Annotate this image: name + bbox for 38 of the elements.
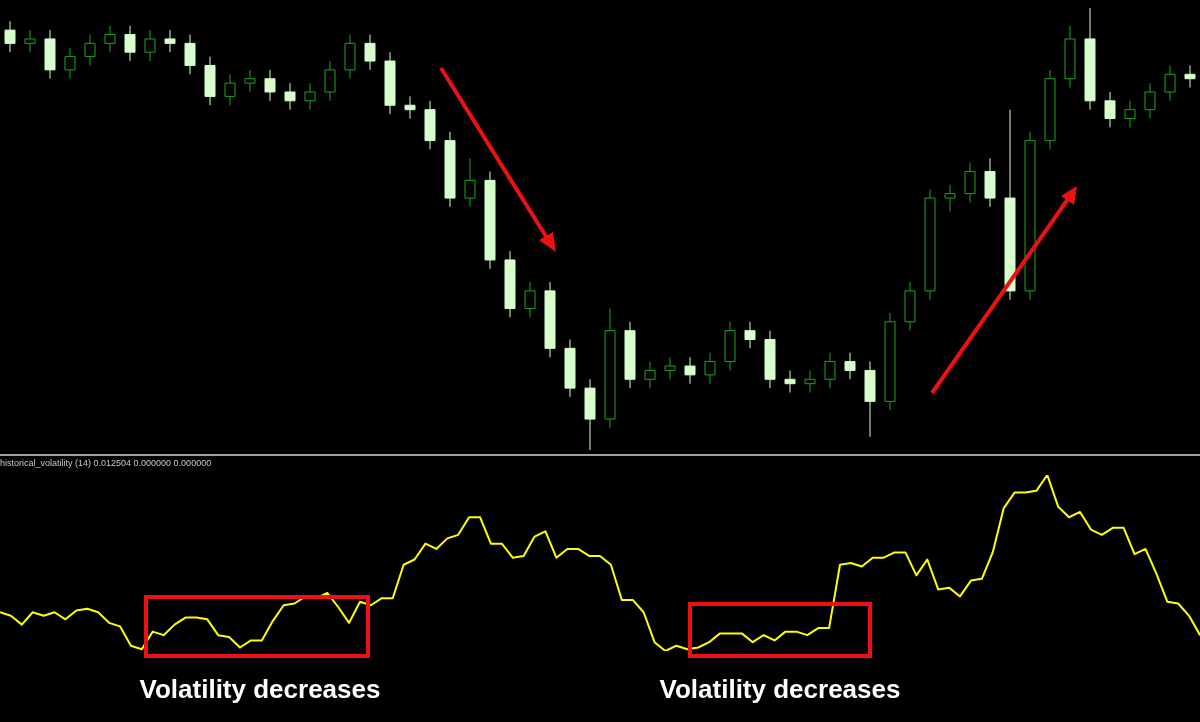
candlestick <box>304 82 316 111</box>
candlestick <box>284 82 296 111</box>
candlestick <box>24 29 36 53</box>
text: historical_volatility (14) 0.012504 0.000000 0.000000 <box>0 458 212 468</box>
candlestick <box>964 162 976 203</box>
candlestick <box>664 356 676 380</box>
candlestick <box>264 69 276 102</box>
candlestick <box>244 69 256 93</box>
candlestick <box>1104 91 1116 128</box>
candlestick <box>104 25 116 53</box>
candlestick <box>84 34 96 66</box>
candlestick <box>164 29 176 53</box>
candlestick <box>704 352 716 385</box>
candlestick <box>644 361 656 389</box>
candlestick <box>744 321 756 349</box>
candlestick <box>4 20 16 53</box>
candlestick <box>124 25 136 62</box>
candlestick <box>64 47 76 80</box>
candlestick <box>464 157 476 208</box>
candlestick <box>184 34 196 75</box>
candlestick <box>804 369 816 394</box>
text: Volatility decreases <box>659 674 901 705</box>
candlestick <box>144 29 156 62</box>
candlestick <box>1184 64 1196 89</box>
candlestick <box>364 34 376 71</box>
candlestick <box>1124 100 1136 128</box>
candlestick <box>824 352 836 389</box>
candlestick <box>844 352 856 380</box>
candlestick <box>324 60 336 102</box>
candlestick <box>1144 82 1156 119</box>
candlestick <box>684 356 696 385</box>
candlestick <box>404 95 416 119</box>
candlestick <box>944 184 956 212</box>
candlestick <box>524 281 536 318</box>
candlestick <box>224 73 236 106</box>
text: Volatility decreases <box>139 674 381 705</box>
candlestick <box>1164 64 1176 102</box>
candlestick <box>784 369 796 394</box>
